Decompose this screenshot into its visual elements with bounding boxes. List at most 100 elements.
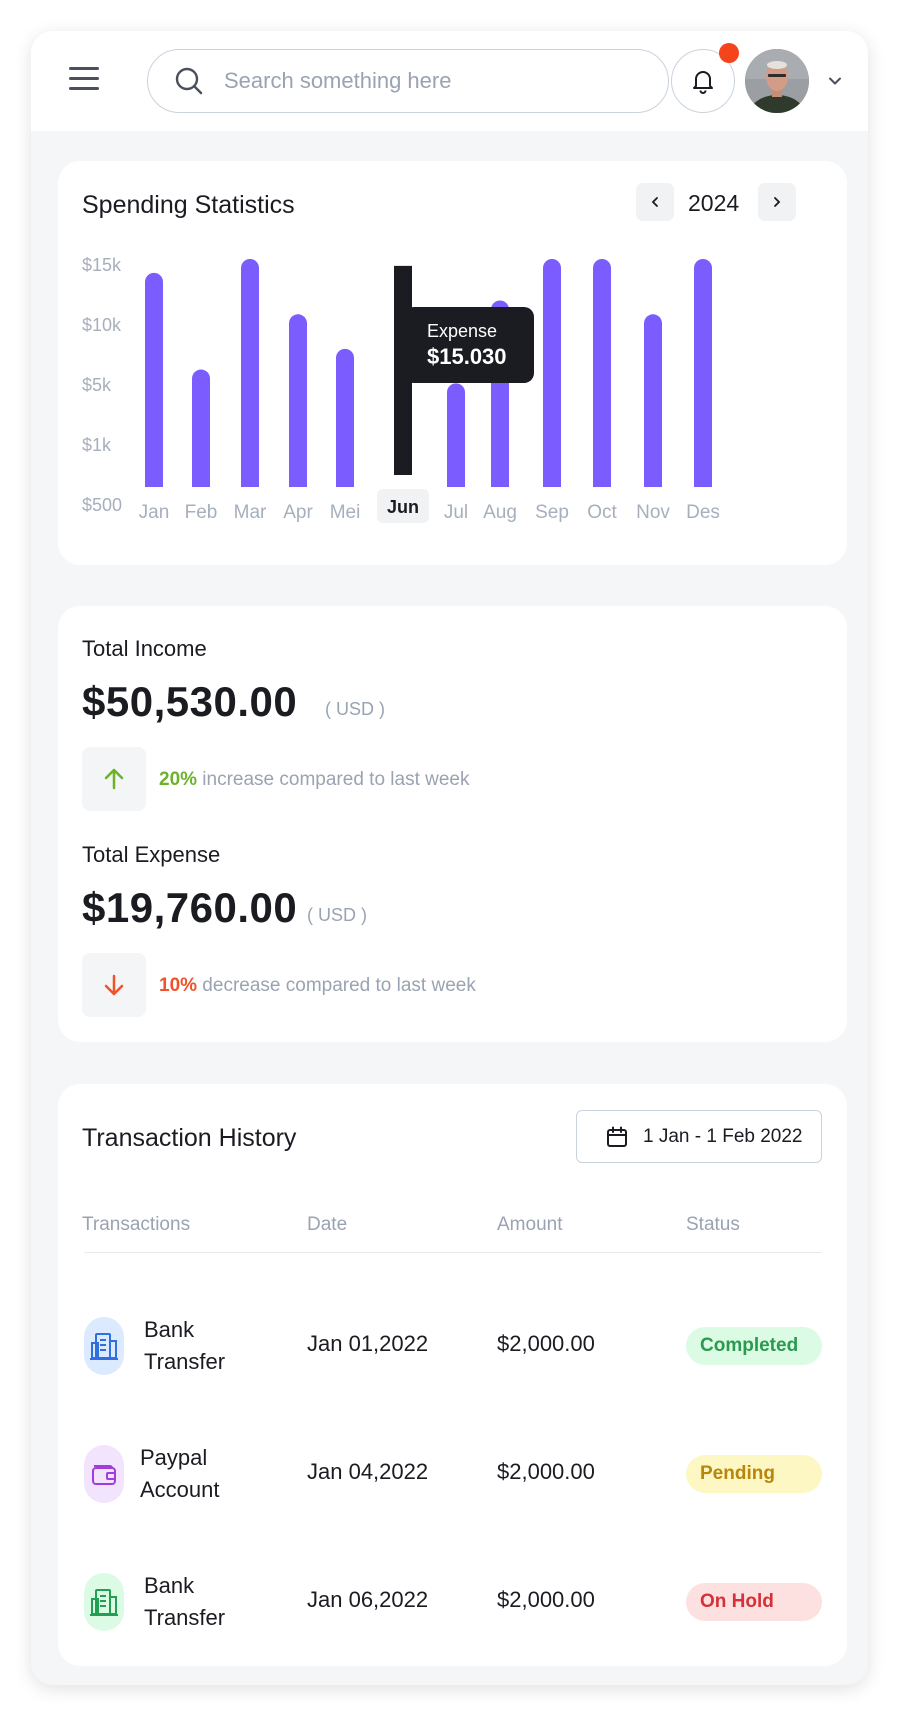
total-expense-label: Total Expense <box>82 842 221 867</box>
transaction-date: Jan 04,2022 <box>307 1459 429 1484</box>
y-tick-label: $1k <box>82 435 112 455</box>
tooltip-box <box>404 307 534 383</box>
x-tick-label: Oct <box>587 502 617 523</box>
chart-bar <box>289 314 307 487</box>
transaction-name-line1: Bank <box>144 1317 195 1342</box>
y-tick-label: $10k <box>82 315 122 335</box>
chart-bar <box>447 383 465 487</box>
x-tick-label: Mar <box>234 502 267 523</box>
transaction-name-line2: Transfer <box>144 1349 226 1374</box>
expense-trend-text: 10% decrease compared to last week <box>159 975 476 997</box>
chevron-left-icon <box>651 197 658 207</box>
chart-bar <box>694 259 712 487</box>
year-label: 2024 <box>688 190 740 216</box>
table-row[interactable]: Bank Transfer Jan 06,2022 $2,000.00 On H… <box>58 1562 847 1642</box>
transaction-amount: $2,000.00 <box>497 1459 595 1484</box>
arrow-down-icon <box>104 974 124 996</box>
menu-icon[interactable] <box>69 67 99 93</box>
chart-bar <box>593 259 611 487</box>
transaction-name-line1: Bank <box>144 1573 195 1598</box>
y-tick-label: $15k <box>82 255 122 275</box>
totals-card: Total Income $50,530.00 ( USD ) 20% incr… <box>58 606 847 1042</box>
search-box[interactable] <box>147 49 669 113</box>
transaction-amount: $2,000.00 <box>497 1587 595 1612</box>
transaction-name: Bank Transfer <box>144 1314 254 1378</box>
x-tick-label: Des <box>686 502 720 523</box>
income-trend-desc: increase compared to last week <box>197 769 470 790</box>
chart-bar <box>644 314 662 487</box>
chart-bar <box>241 259 259 487</box>
x-tick-label: Feb <box>185 502 218 523</box>
prev-year-button[interactable] <box>636 183 674 221</box>
chart-bar <box>543 259 561 487</box>
income-trend-box <box>82 747 146 811</box>
total-expense-amount: $19,760.00 <box>82 884 298 931</box>
x-tick-label: Jul <box>444 502 468 523</box>
transaction-name: Paypal Account <box>140 1442 250 1506</box>
transaction-name-line2: Account <box>140 1477 220 1502</box>
transaction-history-card: Transaction History 1 Jan - 1 Feb 2022 T… <box>58 1084 847 1666</box>
notification-button[interactable] <box>671 49 735 113</box>
column-header-status: Status <box>686 1214 740 1235</box>
notification-dot <box>719 43 739 63</box>
total-income-amount: $50,530.00 <box>82 678 298 725</box>
selected-month-highlight <box>377 489 429 523</box>
income-currency: ( USD ) <box>325 699 385 719</box>
wallet-icon <box>84 1445 124 1503</box>
search-icon <box>175 67 203 95</box>
chart-bar <box>192 369 210 487</box>
income-trend-text: 20% increase compared to last week <box>159 769 470 791</box>
y-tick-label: $5k <box>82 375 112 395</box>
x-tick-label: Nov <box>636 502 670 523</box>
expense-currency: ( USD ) <box>307 905 367 925</box>
expense-trend-desc: decrease compared to last week <box>197 975 476 996</box>
next-year-button[interactable] <box>758 183 796 221</box>
top-bar <box>31 31 868 131</box>
search-input[interactable] <box>224 68 644 94</box>
x-tick-label: Jun <box>387 497 419 517</box>
x-tick-label: Sep <box>535 502 569 523</box>
x-tick-label: Mei <box>330 502 361 523</box>
calendar-icon <box>607 1126 627 1147</box>
column-header-date: Date <box>307 1214 348 1235</box>
column-header-amount: Amount <box>497 1214 563 1235</box>
chevron-right-icon <box>774 197 781 207</box>
tooltip-label: Expense <box>427 321 497 341</box>
date-range-button[interactable]: 1 Jan - 1 Feb 2022 <box>576 1110 822 1163</box>
transaction-date: Jan 01,2022 <box>307 1331 429 1356</box>
status-badge: Pending <box>686 1455 822 1493</box>
y-tick-label: $500 <box>82 495 122 515</box>
expense-pct: 10% <box>159 975 198 996</box>
bell-icon <box>693 71 713 94</box>
header-divider <box>84 1252 822 1253</box>
chart-bar <box>145 272 163 487</box>
bank-building-icon <box>84 1573 124 1631</box>
bank-building-icon <box>84 1317 124 1375</box>
expense-trend-box <box>82 953 146 1017</box>
transaction-amount: $2,000.00 <box>497 1331 595 1356</box>
transaction-name: Bank Transfer <box>144 1570 254 1634</box>
status-badge: On Hold <box>686 1583 822 1621</box>
column-header-transactions: Transactions <box>82 1214 191 1235</box>
transaction-name-line2: Transfer <box>144 1605 226 1630</box>
avatar[interactable] <box>745 49 809 113</box>
transaction-name-line1: Paypal <box>140 1445 208 1470</box>
x-tick-label: Aug <box>483 502 517 523</box>
transaction-history-title: Transaction History <box>82 1124 297 1152</box>
x-tick-label: Apr <box>283 502 313 523</box>
app-frame: $15k $10k $5k $1k $500 Jan Feb Mar Apr Mei Jun Jul A… <box>31 31 868 1685</box>
table-row[interactable]: Bank Transfer Jan 01,2022 $2,000.00 Comp… <box>58 1306 847 1386</box>
chevron-down-icon[interactable] <box>827 73 843 89</box>
spending-chart: $15k $10k $5k $1k $500 Jan Feb Mar Apr Mei Jun Jul A… <box>82 255 720 523</box>
chart-bar <box>336 348 354 487</box>
spending-statistics-card: $15k $10k $5k $1k $500 Jan Feb Mar Apr Mei Jun Jul A… <box>58 161 847 565</box>
table-row[interactable]: Paypal Account Jan 04,2022 $2,000.00 Pen… <box>58 1434 847 1514</box>
tooltip-value: $15.030 <box>427 344 507 369</box>
date-range-label: 1 Jan - 1 Feb 2022 <box>643 1125 803 1147</box>
arrow-up-icon <box>104 768 124 790</box>
total-income-label: Total Income <box>82 636 207 661</box>
transaction-date: Jan 06,2022 <box>307 1587 429 1612</box>
income-pct: 20% <box>159 769 198 790</box>
x-tick-label: Jan <box>139 502 170 523</box>
spending-title: Spending Statistics <box>82 191 295 219</box>
